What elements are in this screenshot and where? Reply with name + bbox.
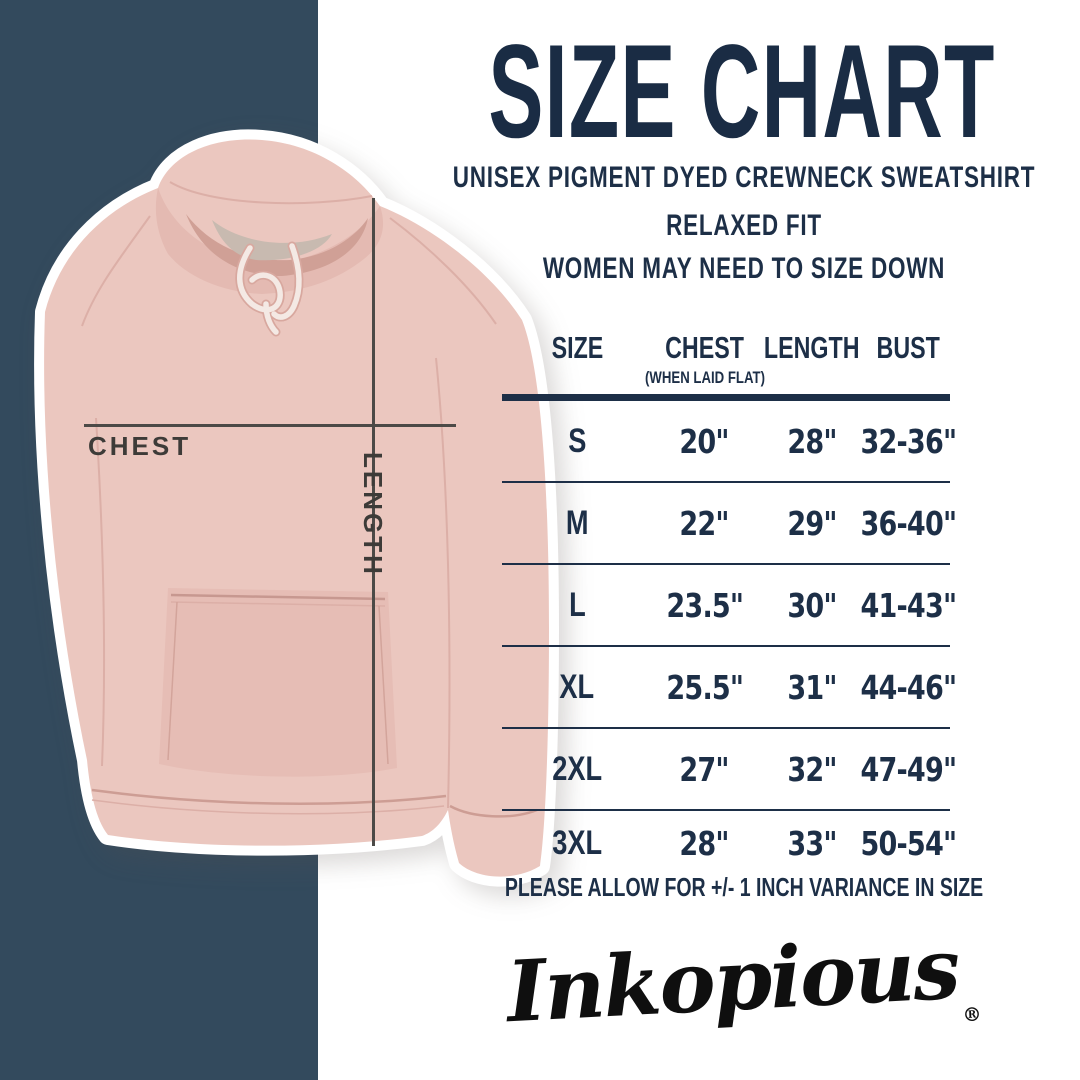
cell-value: 3XL	[552, 824, 602, 862]
cell-chest: 25.5"	[652, 647, 757, 727]
cell-value: 32"	[787, 749, 837, 789]
cell-value: 2XL	[552, 750, 602, 788]
brand-logo: Inkopious®	[504, 918, 983, 1042]
cell-bust: 41-43"	[861, 565, 958, 645]
hoodie-seams	[81, 181, 497, 809]
cell-value: 33"	[787, 823, 837, 863]
cell-value: 31"	[787, 667, 837, 707]
length-measure-line	[372, 198, 375, 846]
hoodie-hood-opening	[186, 214, 368, 276]
cell-chest: 20"	[652, 401, 757, 481]
hoodie-hem-stitching	[91, 788, 538, 818]
cell-value: L	[568, 586, 586, 624]
table-row: M 22" 29" 36-40"	[502, 483, 958, 565]
cell-size: L	[502, 565, 652, 645]
cell-value: 23.5"	[666, 585, 744, 625]
cell-value: 25.5"	[666, 667, 744, 707]
cell-length: 28"	[757, 401, 867, 481]
hoodie-inner-fleece	[212, 220, 332, 261]
cell-value: 32-36"	[860, 421, 958, 461]
cell-size: XL	[502, 647, 652, 727]
cell-bust: 44-46"	[861, 647, 958, 727]
table-row: L 23.5" 30" 41-43"	[502, 565, 958, 647]
cell-bust: 36-40"	[861, 483, 958, 563]
length-measure-label: LENGTH	[358, 452, 388, 577]
header-size-label: SIZE	[551, 330, 603, 365]
cell-value: M	[565, 504, 589, 542]
cell-value: 47-49"	[860, 749, 958, 789]
cell-length: 31"	[757, 647, 867, 727]
header-chest-label: CHEST	[665, 330, 744, 365]
cell-value: 27"	[679, 749, 730, 789]
cell-bust: 50-54"	[861, 811, 958, 875]
subtitle-sizing-advice: WOMEN MAY NEED TO SIZE DOWN	[542, 252, 946, 285]
cell-value: 28"	[679, 823, 730, 863]
table-row: 2XL 27" 32" 47-49"	[502, 729, 958, 811]
cell-value: 22"	[679, 503, 730, 543]
cell-chest: 28"	[652, 811, 757, 875]
cell-length: 30"	[757, 565, 867, 645]
cell-value: 44-46"	[860, 667, 958, 707]
hoodie-drawstrings	[235, 241, 304, 337]
cell-chest: 27"	[652, 729, 757, 809]
table-row: S 20" 28" 32-36"	[502, 401, 958, 483]
cell-chest: 23.5"	[652, 565, 757, 645]
cell-size: M	[502, 483, 652, 563]
cell-size: 3XL	[502, 811, 652, 875]
cell-bust: 32-36"	[861, 401, 958, 481]
cell-length: 32"	[757, 729, 867, 809]
hoodie-pocket-stitching	[167, 593, 389, 765]
registered-mark: ®	[961, 1003, 983, 1027]
header-chest: CHEST (WHEN LAID FLAT)	[645, 318, 765, 394]
cell-value: 50-54"	[860, 823, 958, 863]
cell-bust: 47-49"	[861, 729, 958, 809]
page-title: SIZE CHART	[488, 18, 996, 166]
subtitle-product: UNISEX PIGMENT DYED CREWNECK SWEATSHIRT	[452, 161, 1036, 194]
cell-value: S	[567, 422, 587, 460]
table-row: XL 25.5" 31" 44-46"	[502, 647, 958, 729]
hoodie-pocket	[159, 588, 397, 777]
subtitle-fit: RELAXED FIT	[666, 209, 822, 242]
size-table: SIZE CHEST (WHEN LAID FLAT) LENGTH BUST …	[502, 318, 958, 875]
cell-value: 30"	[787, 585, 837, 625]
chest-measure-label: CHEST	[88, 431, 192, 461]
cell-value: 36-40"	[860, 503, 958, 543]
variance-footnote: PLEASE ALLOW FOR +/- 1 INCH VARIANCE IN …	[504, 872, 984, 902]
cell-size: 2XL	[502, 729, 652, 809]
header-bust: BUST	[867, 318, 950, 394]
header-length: LENGTH	[757, 318, 867, 394]
cell-chest: 22"	[652, 483, 757, 563]
cell-value: 41-43"	[860, 585, 958, 625]
header-size: SIZE	[502, 318, 652, 394]
header-length-label: LENGTH	[764, 330, 860, 365]
cell-size: S	[502, 401, 652, 481]
size-table-header: SIZE CHEST (WHEN LAID FLAT) LENGTH BUST	[502, 318, 950, 394]
table-row: 3XL 28" 33" 50-54"	[502, 811, 958, 875]
header-chest-note: (WHEN LAID FLAT)	[644, 369, 765, 387]
chest-measure-line	[84, 424, 456, 427]
header-bust-label: BUST	[876, 330, 941, 365]
hoodie-hood-collar	[155, 188, 384, 294]
cell-value: 20"	[679, 421, 730, 461]
cell-length: 33"	[757, 811, 867, 875]
product-photo-hoodie	[34, 129, 559, 887]
cell-value: XL	[559, 668, 595, 706]
brand-logo-text: Inkopious	[504, 918, 961, 1042]
table-header-rule	[502, 394, 950, 401]
cell-length: 29"	[757, 483, 867, 563]
cell-value: 29"	[787, 503, 837, 543]
cell-value: 28"	[787, 421, 837, 461]
